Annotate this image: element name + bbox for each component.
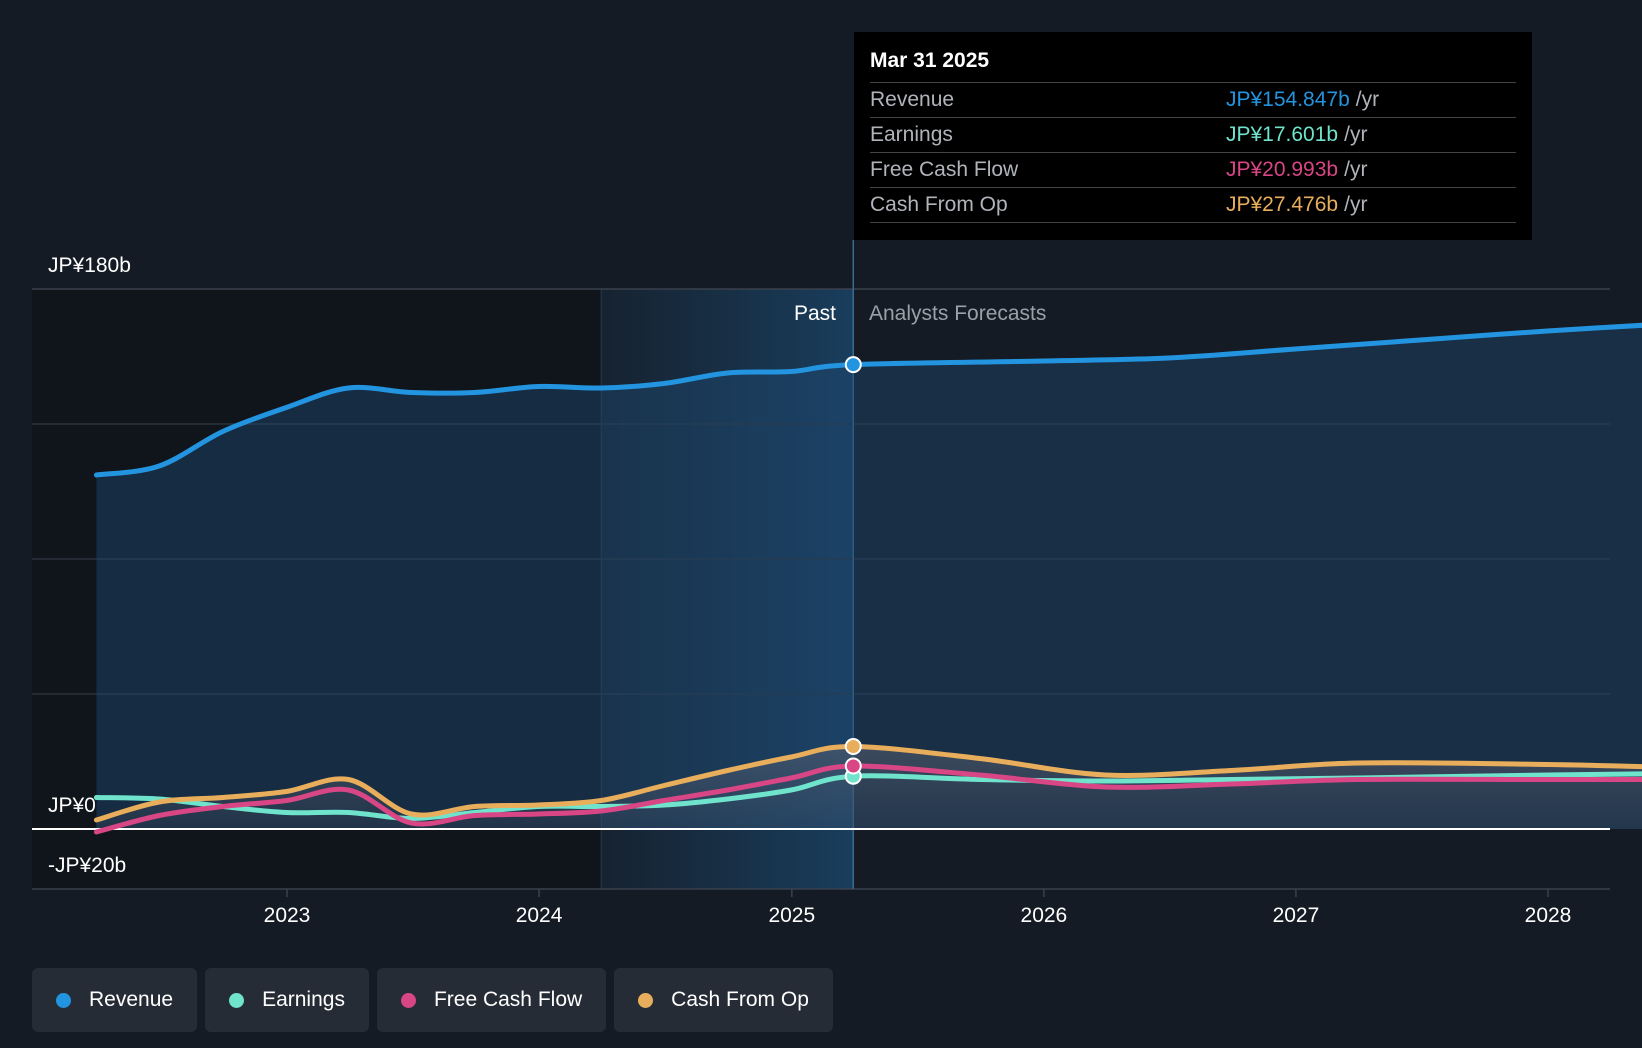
tooltip-row-earnings: Earnings JP¥17.601b /yr (870, 118, 1516, 153)
tooltip-value: JP¥154.847b (1226, 88, 1350, 111)
legend: Revenue Earnings Free Cash Flow Cash Fro… (32, 968, 833, 1032)
tooltip-value: JP¥20.993b (1226, 158, 1339, 181)
tooltip-label: Free Cash Flow (870, 158, 1019, 181)
cash-from-op-marker (844, 738, 862, 755)
tooltip-value: JP¥17.601b (1226, 123, 1339, 146)
past-label: Past (794, 302, 836, 325)
legend-label: Cash From Op (671, 988, 809, 1011)
revenue-area (96, 325, 1642, 829)
x-tick-label: 2026 (1021, 904, 1068, 927)
tooltip-row-revenue: Revenue JP¥154.847b /yr (870, 83, 1516, 118)
tooltip-row-free-cash-flow: Free Cash Flow JP¥20.993b /yr (870, 153, 1516, 188)
tooltip-label: Revenue (870, 88, 955, 111)
y-tick-label: -JP¥20b (48, 854, 126, 877)
x-tick-label: 2028 (1525, 904, 1572, 927)
tooltip-date: Mar 31 2025 (870, 46, 1516, 83)
tooltip-label: Earnings (870, 123, 953, 146)
cash-from-op-line (93, 743, 1642, 823)
tooltip-unit: /yr (1344, 193, 1368, 216)
legend-label: Free Cash Flow (433, 988, 583, 1011)
tooltip-unit: /yr (1355, 88, 1380, 111)
revenue-line (93, 322, 1642, 478)
tooltip-value: JP¥27.476b (1226, 193, 1339, 216)
tooltip: Mar 31 2025 Revenue JP¥154.847b /yr Earn… (854, 32, 1532, 240)
legend-item-cash-from-op[interactable]: Cash From Op (614, 968, 833, 1032)
legend-item-earnings[interactable]: Earnings (205, 968, 369, 1032)
tooltip-unit: /yr (1344, 158, 1368, 181)
x-tick-label: 2025 (768, 904, 815, 927)
forecast-label: Analysts Forecasts (869, 302, 1046, 325)
cash-from-op-dot-icon (638, 992, 654, 1008)
free-cash-flow-dot-icon (400, 992, 416, 1008)
x-tick-label: 2023 (264, 904, 311, 927)
y-tick-label: JP¥180b (48, 254, 131, 277)
legend-label: Revenue (89, 988, 174, 1011)
x-tick-label: 2027 (1273, 904, 1320, 927)
y-tick-label: JP¥0 (48, 794, 96, 817)
tooltip-row-cash-from-op: Cash From Op JP¥27.476b /yr (870, 188, 1516, 223)
revenue-marker (844, 356, 862, 374)
free-cash-flow-marker (844, 757, 862, 775)
legend-item-revenue[interactable]: Revenue (32, 968, 198, 1032)
x-tick-label: 2024 (516, 904, 563, 927)
tooltip-label: Cash From Op (870, 193, 1008, 216)
earnings-dot-icon (229, 992, 245, 1008)
revenue-dot-icon (56, 992, 71, 1008)
legend-label: Earnings (262, 988, 345, 1011)
tooltip-unit: /yr (1344, 123, 1368, 146)
free-cash-flow-line (93, 763, 1642, 835)
legend-item-free-cash-flow[interactable]: Free Cash Flow (376, 968, 607, 1032)
